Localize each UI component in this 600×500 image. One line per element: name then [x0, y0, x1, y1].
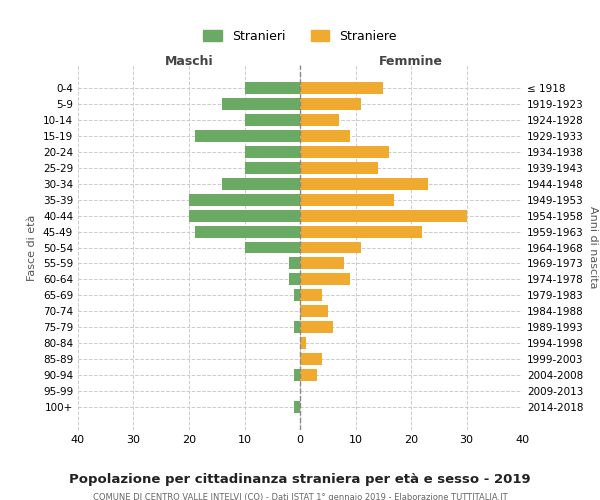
Text: Maschi: Maschi [164, 56, 214, 68]
Legend: Stranieri, Straniere: Stranieri, Straniere [197, 24, 403, 50]
Bar [245, 146, 300, 158]
Bar [289, 274, 300, 285]
Bar [300, 146, 389, 158]
Y-axis label: Anni di nascita: Anni di nascita [587, 206, 598, 289]
Text: Popolazione per cittadinanza straniera per età e sesso - 2019: Popolazione per cittadinanza straniera p… [69, 472, 531, 486]
Bar [300, 82, 383, 94]
Bar [245, 82, 300, 94]
Bar [295, 370, 300, 382]
Bar [194, 130, 300, 141]
Bar [300, 162, 378, 173]
Bar [300, 194, 394, 205]
Bar [300, 242, 361, 254]
Bar [245, 162, 300, 173]
Bar [189, 210, 300, 222]
Bar [189, 194, 300, 205]
Bar [245, 242, 300, 254]
Bar [295, 322, 300, 334]
Bar [300, 274, 350, 285]
Text: COMUNE DI CENTRO VALLE INTELVI (CO) - Dati ISTAT 1° gennaio 2019 - Elaborazione : COMUNE DI CENTRO VALLE INTELVI (CO) - Da… [92, 492, 508, 500]
Bar [300, 338, 305, 349]
Bar [300, 210, 467, 222]
Bar [300, 114, 339, 126]
Bar [300, 130, 350, 141]
Bar [300, 370, 317, 382]
Bar [289, 258, 300, 270]
Bar [300, 258, 344, 270]
Bar [300, 98, 361, 110]
Bar [300, 354, 322, 366]
Y-axis label: Fasce di età: Fasce di età [28, 214, 37, 280]
Bar [295, 290, 300, 302]
Bar [194, 226, 300, 237]
Text: Femmine: Femmine [379, 56, 443, 68]
Bar [300, 226, 422, 237]
Bar [245, 114, 300, 126]
Bar [300, 290, 322, 302]
Bar [295, 402, 300, 413]
Bar [300, 322, 334, 334]
Bar [300, 306, 328, 318]
Bar [222, 178, 300, 190]
Bar [222, 98, 300, 110]
Bar [300, 178, 428, 190]
